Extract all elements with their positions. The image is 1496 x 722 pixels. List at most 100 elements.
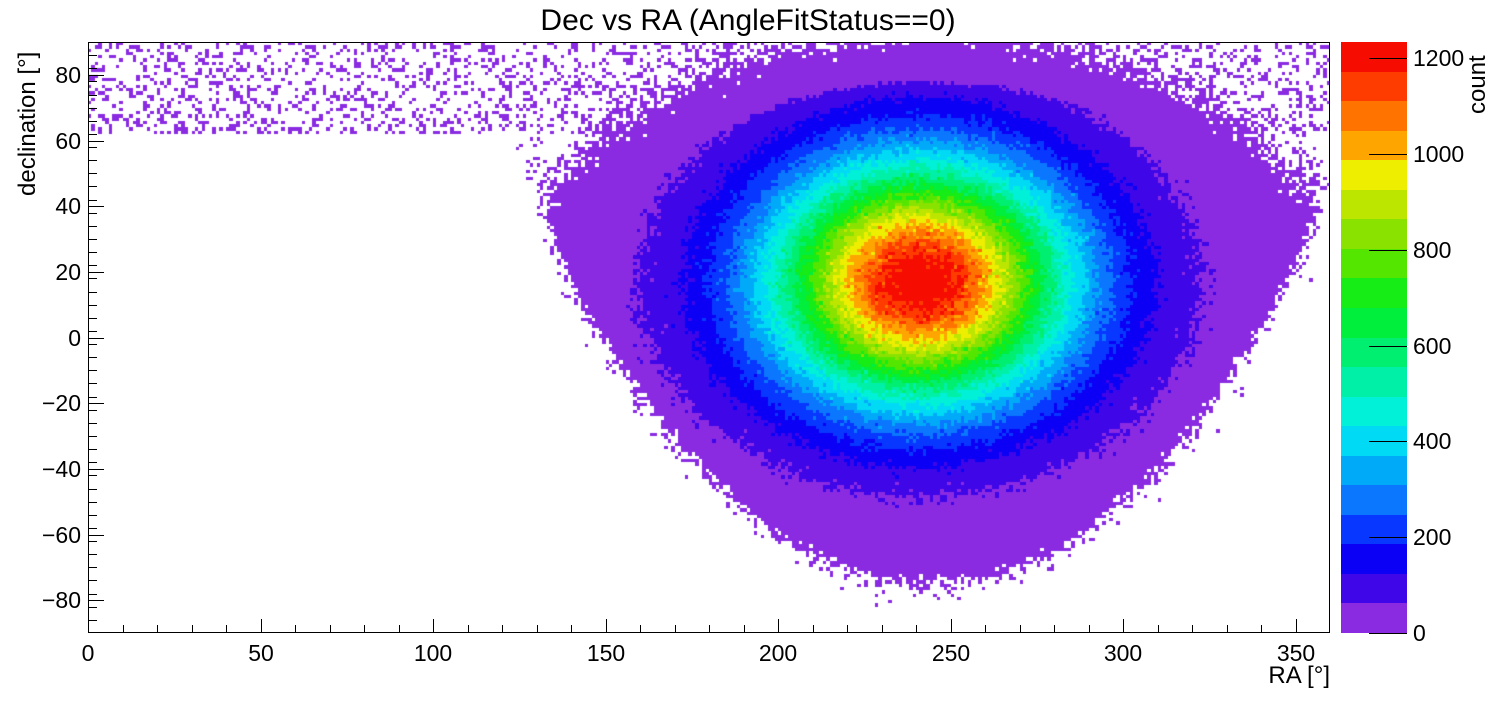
y-minor-tick [89,580,97,581]
colorbar-band [1341,337,1407,368]
y-tick-label: −80 [41,587,81,613]
y-minor-tick [89,108,97,109]
x-minor-tick [571,625,572,632]
colorbar-tick [1369,250,1407,251]
x-minor-tick [226,625,227,632]
y-minor-tick [89,528,97,529]
x-tick-label: 150 [586,640,626,666]
x-minor-tick [1158,625,1159,632]
y-major-tick [89,403,104,404]
colorbar-band [1341,485,1407,515]
y-major-tick [89,338,104,339]
y-minor-tick [89,265,97,266]
colorbar-band [1341,101,1407,131]
y-minor-tick [89,252,97,253]
x-major-tick [1296,619,1297,632]
colorbar-band [1341,426,1407,456]
colorbar-tick [1369,537,1407,538]
x-tick-label: 350 [1276,640,1316,666]
colorbar-tick-label: 600 [1413,333,1452,359]
y-major-tick [89,141,104,142]
colorbar-band [1341,514,1407,545]
y-tick-label: −20 [41,390,81,416]
x-minor-tick [813,625,814,632]
x-minor-tick [192,625,193,632]
x-minor-tick [364,625,365,632]
colorbar-band [1341,307,1407,338]
y-minor-tick [89,515,97,516]
colorbar-tick [1369,346,1407,347]
y-minor-tick [89,95,97,96]
colorbar-tick-label: 400 [1413,428,1452,454]
y-minor-tick [89,173,97,174]
x-minor-tick [1020,625,1021,632]
y-tick-label: 0 [68,325,81,351]
y-minor-tick [89,121,97,122]
colorbar-tick-label: 1200 [1413,45,1465,71]
y-tick-label: −40 [41,456,81,482]
y-minor-tick [89,620,97,621]
x-minor-tick [123,625,124,632]
x-axis-title: RA [°] [1268,662,1330,689]
x-minor-tick [675,625,676,632]
x-minor-tick [502,625,503,632]
colorbar-band [1341,455,1407,486]
x-minor-tick [1227,625,1228,632]
y-minor-tick [89,357,97,358]
x-tick-label: 50 [248,640,274,666]
colorbar-band [1341,603,1407,633]
y-major-tick [89,469,104,470]
y-minor-tick [89,410,97,411]
x-minor-tick [916,625,917,632]
x-minor-tick [882,625,883,632]
y-minor-tick [89,567,97,568]
x-minor-tick [744,625,745,632]
chart-title: Dec vs RA (AngleFitStatus==0) [540,4,956,37]
plot-frame [88,42,1330,633]
colorbar-band [1341,367,1407,397]
y-minor-tick [89,462,97,463]
y-minor-tick [89,226,97,227]
x-major-tick [951,619,952,632]
y-minor-tick [89,370,97,371]
y-minor-tick [89,344,97,345]
x-tick-label: 100 [413,640,453,666]
x-major-tick [261,619,262,632]
y-major-tick [89,206,104,207]
x-major-tick [433,619,434,632]
x-minor-tick [399,625,400,632]
x-major-tick [1123,619,1124,632]
y-minor-tick [89,423,97,424]
colorbar-band [1341,544,1407,574]
heatmap-canvas [88,42,1330,633]
colorbar-tick-label: 800 [1413,237,1452,263]
y-major-tick [89,272,104,273]
x-minor-tick [1192,625,1193,632]
colorbar-tick [1369,441,1407,442]
y-minor-tick [89,449,97,450]
y-minor-tick [89,292,97,293]
y-minor-tick [89,213,97,214]
x-major-tick [88,619,89,632]
y-tick-label: 40 [55,193,81,219]
y-tick-label: 60 [55,128,81,154]
x-minor-tick [157,625,158,632]
colorbar-band [1341,248,1407,279]
y-minor-tick [89,147,97,148]
y-minor-tick [89,502,97,503]
x-minor-tick [709,625,710,632]
x-minor-tick [640,625,641,632]
y-minor-tick [89,397,97,398]
x-minor-tick [295,625,296,632]
colorbar-band [1341,42,1407,72]
y-minor-tick [89,186,97,187]
colorbar-band [1341,130,1407,161]
x-minor-tick [847,625,848,632]
x-tick-label: 250 [931,640,971,666]
x-minor-tick [1261,625,1262,632]
x-tick-label: 200 [758,640,798,666]
y-minor-tick [89,200,97,201]
y-minor-tick [89,68,97,69]
y-minor-tick [89,318,97,319]
y-minor-tick [89,541,97,542]
